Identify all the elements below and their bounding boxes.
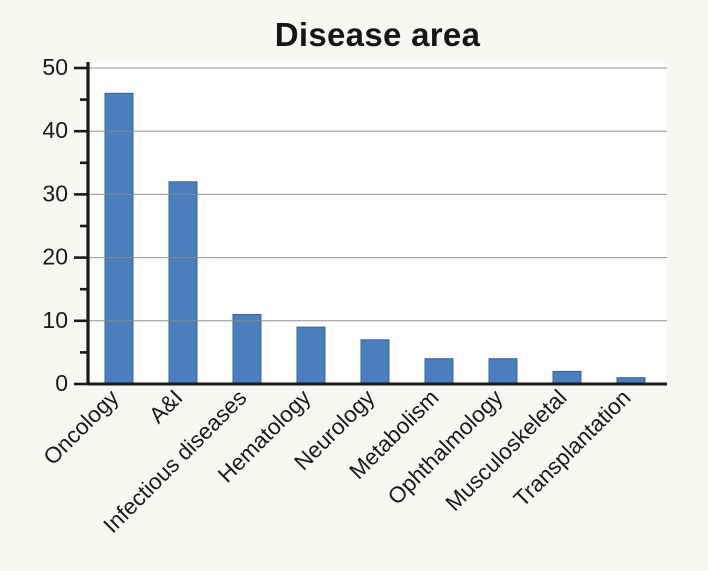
svg-text:50: 50 xyxy=(42,54,68,80)
svg-text:30: 30 xyxy=(42,180,68,206)
svg-text:40: 40 xyxy=(42,117,68,143)
svg-text:Oncology: Oncology xyxy=(39,384,124,469)
svg-text:A&I: A&I xyxy=(144,385,187,428)
svg-text:Ophthalmology: Ophthalmology xyxy=(383,384,508,509)
svg-text:10: 10 xyxy=(42,307,68,333)
svg-text:20: 20 xyxy=(42,244,68,270)
svg-text:0: 0 xyxy=(55,370,68,396)
svg-text:Transplantation: Transplantation xyxy=(509,385,636,512)
